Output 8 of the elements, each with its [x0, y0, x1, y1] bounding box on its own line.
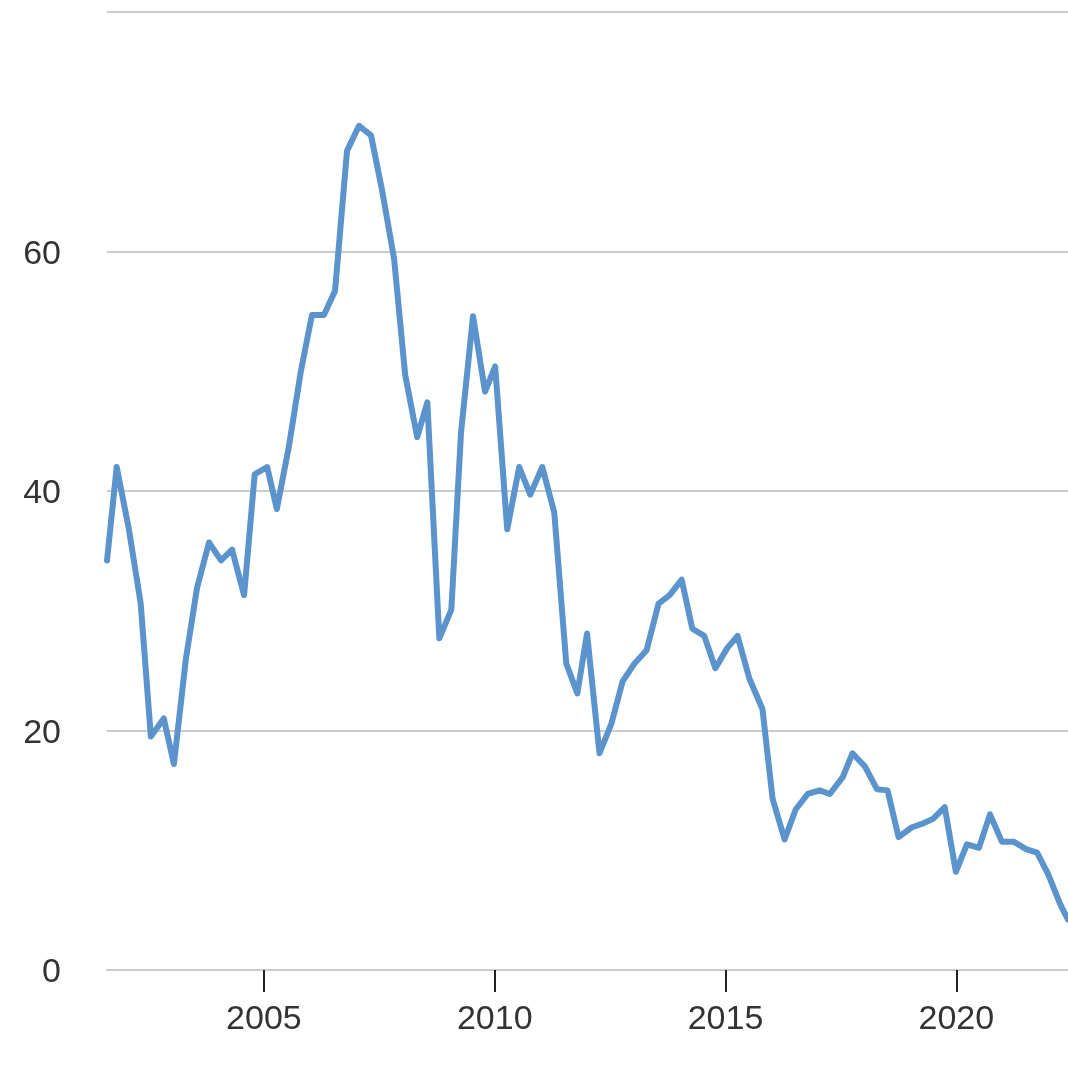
y-tick-label: 20 [23, 711, 61, 750]
x-tick-label: 2005 [226, 998, 302, 1036]
x-tick-label: 2020 [918, 998, 995, 1036]
y-tick-label: 40 [23, 472, 61, 510]
x-tick-label: 2010 [456, 998, 533, 1036]
x-tick-label: 2015 [687, 998, 764, 1036]
y-tick-label: 60 [23, 232, 61, 271]
y-tick-label: 0 [42, 951, 61, 989]
